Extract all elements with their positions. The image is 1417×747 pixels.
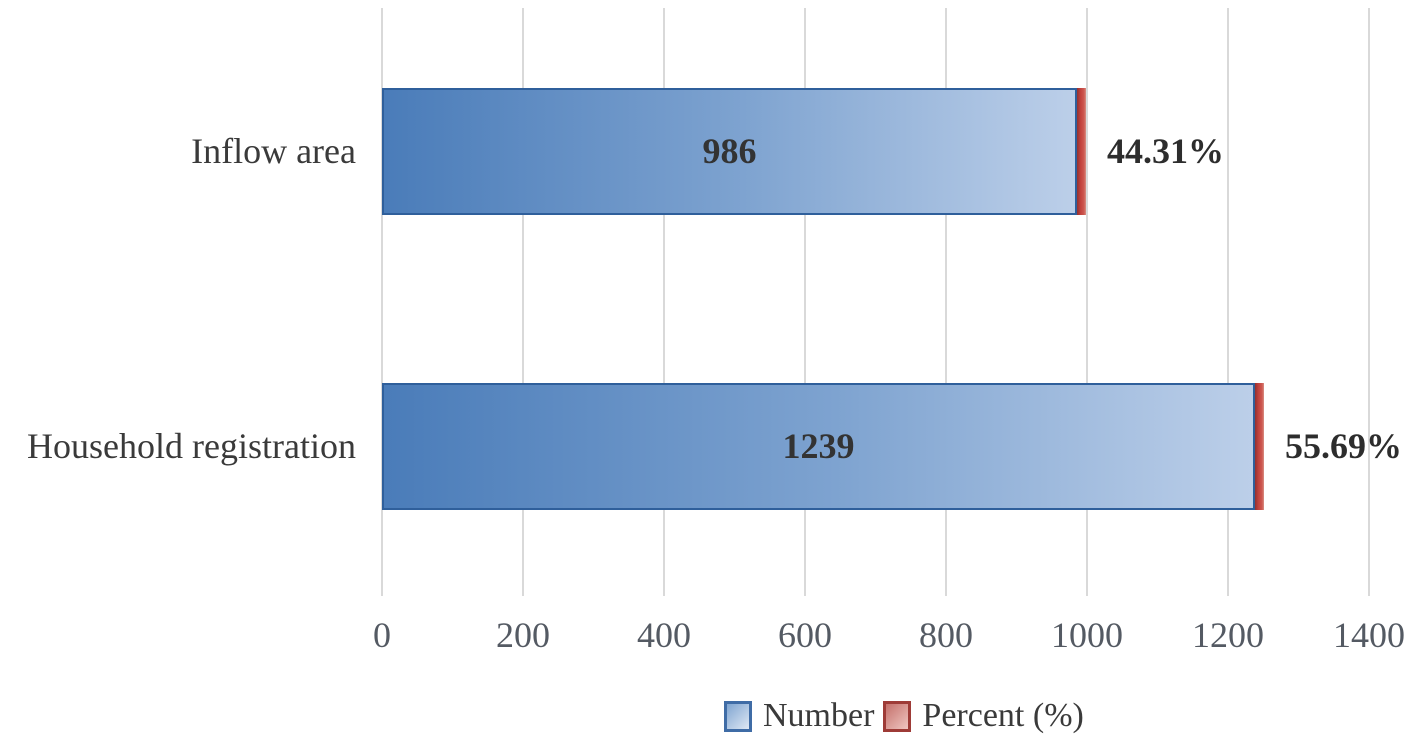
plot-area: 986 44.31% 1239 55.69% (381, 8, 1402, 596)
number-bar-1 (382, 383, 1255, 510)
x-tick-label-600: 600 (778, 615, 832, 655)
percent-bar-0 (1077, 88, 1086, 215)
percent-value-label-1: 55.69% (1285, 426, 1402, 466)
legend-label-percent: Percent (%) (922, 697, 1084, 734)
x-tick-label-800: 800 (919, 615, 973, 655)
gridline-x-1200 (1227, 8, 1229, 596)
x-tick-label-1400: 1400 (1333, 615, 1405, 655)
gridline-x-800 (945, 8, 947, 596)
percent-value-label-0: 44.31% (1107, 131, 1224, 171)
x-tick-label-1000: 1000 (1051, 615, 1123, 655)
gridline-x-600 (804, 8, 806, 596)
category-label-0: Inflow area (191, 131, 356, 171)
legend-item-percent: Percent (%) (883, 697, 1084, 735)
category-label-1: Household registration (27, 426, 356, 466)
x-tick-label-1200: 1200 (1192, 615, 1264, 655)
legend: Number Percent (%) (724, 697, 1093, 735)
x-tick-label-200: 200 (496, 615, 550, 655)
gridline-x-1000 (1086, 8, 1088, 596)
x-tick-label-400: 400 (637, 615, 691, 655)
gridline-x-200 (522, 8, 524, 596)
gridline-x-0 (381, 8, 383, 596)
percent-series-swatch-icon (883, 700, 912, 732)
gridline-x-1400 (1368, 8, 1370, 596)
legend-label-number: Number (763, 697, 875, 734)
percent-bar-1 (1255, 383, 1264, 510)
legend-item-number: Number (724, 697, 874, 735)
number-series-swatch-icon (724, 700, 752, 732)
x-tick-label-0: 0 (373, 615, 391, 655)
bar-value-label-1: 1239 (782, 426, 855, 466)
bar-value-label-0: 986 (702, 131, 757, 171)
number-bar-0 (382, 88, 1077, 215)
gridline-x-400 (663, 8, 665, 596)
